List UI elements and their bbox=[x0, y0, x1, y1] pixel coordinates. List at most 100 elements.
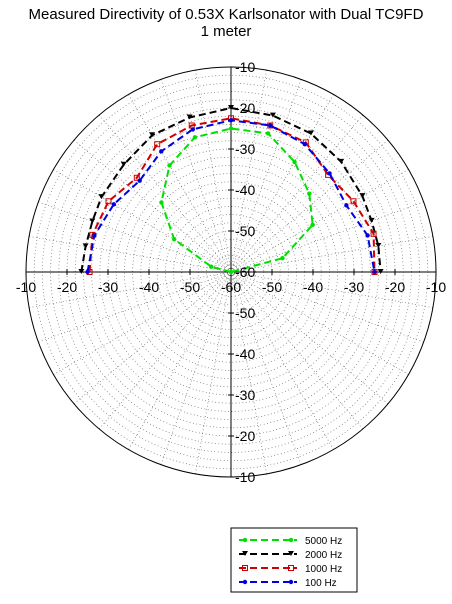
data-point-5000-hz bbox=[208, 264, 214, 269]
legend-marker-2000-hz bbox=[288, 551, 294, 556]
legend-label-5000-hz: 5000 Hz bbox=[305, 536, 342, 547]
grid-spoke bbox=[29, 236, 232, 273]
tick-label-left: -10 bbox=[16, 279, 36, 295]
tick-label-down: -40 bbox=[235, 346, 255, 362]
data-point-5000-hz bbox=[192, 135, 198, 140]
series-1000-hz bbox=[86, 115, 378, 275]
grid-spoke bbox=[29, 271, 232, 308]
series-line-2000-hz bbox=[80, 106, 382, 273]
series-line-1000-hz bbox=[88, 117, 376, 273]
grid-spoke bbox=[230, 271, 334, 450]
grid-spoke bbox=[230, 169, 409, 273]
series-100-hz bbox=[85, 118, 377, 275]
data-point-2000-hz bbox=[359, 193, 366, 199]
data-point-2000-hz bbox=[82, 243, 89, 249]
legend-marker-5000-hz bbox=[242, 537, 248, 543]
grid-spoke bbox=[230, 271, 424, 343]
data-point-100-hz bbox=[85, 269, 90, 275]
tick-label-down: -30 bbox=[235, 387, 255, 403]
grid-spoke bbox=[160, 79, 232, 273]
chart-title: Measured Directivity of 0.53X Karlsonato… bbox=[0, 6, 452, 40]
data-point-100-hz bbox=[190, 127, 195, 132]
grid-spoke bbox=[230, 271, 409, 375]
data-point-1000-hz bbox=[350, 198, 357, 205]
tick-label-left: -30 bbox=[98, 279, 118, 295]
data-point-100-hz bbox=[159, 149, 164, 154]
legend-marker-2000-hz bbox=[242, 551, 248, 556]
data-point-5000-hz bbox=[228, 269, 234, 275]
tick-label-down: -10 bbox=[235, 469, 255, 485]
grid-spoke bbox=[230, 271, 302, 465]
data-point-2000-hz bbox=[338, 158, 345, 164]
data-point-2000-hz bbox=[149, 132, 156, 138]
tick-label-right: -10 bbox=[426, 279, 446, 295]
tick-label-up: -30 bbox=[235, 141, 255, 157]
tick-label-right: -50 bbox=[262, 279, 282, 295]
grid-spoke bbox=[230, 236, 433, 273]
tick-label-up: -10 bbox=[235, 59, 255, 75]
data-point-100-hz bbox=[268, 123, 273, 128]
data-point-2000-hz bbox=[269, 112, 276, 118]
grid-spoke bbox=[73, 271, 232, 405]
data-point-100-hz bbox=[137, 178, 142, 183]
series-2000-hz bbox=[78, 105, 384, 274]
tick-label-center: -60 bbox=[221, 279, 241, 295]
legend-marker-1000-hz bbox=[288, 565, 294, 571]
data-point-2000-hz bbox=[120, 161, 127, 167]
grid-spoke bbox=[98, 271, 232, 430]
grid-spoke bbox=[230, 271, 389, 405]
tick-label-down: -50 bbox=[235, 305, 255, 321]
data-point-5000-hz bbox=[159, 200, 164, 205]
grid-spoke bbox=[230, 70, 267, 273]
data-point-2000-hz bbox=[228, 105, 234, 110]
grid-spoke bbox=[38, 271, 232, 343]
data-point-100-hz bbox=[372, 269, 377, 275]
grid-spoke bbox=[230, 271, 433, 308]
legend-marker-1000-hz bbox=[242, 565, 248, 571]
grid-spoke bbox=[128, 94, 232, 273]
grid-spoke bbox=[230, 271, 364, 430]
data-point-100-hz bbox=[365, 233, 370, 238]
data-point-5000-hz bbox=[171, 237, 177, 242]
data-point-1000-hz bbox=[371, 269, 378, 275]
legend-label-100-hz: 100 Hz bbox=[305, 578, 337, 589]
data-point-2000-hz bbox=[368, 217, 375, 223]
data-point-5000-hz bbox=[292, 159, 297, 165]
data-point-1000-hz bbox=[370, 230, 377, 237]
tick-labels: -10 -20 -30 -40 -50 -60 -50 -40 -30 -20 -10 -10 -20 -… bbox=[16, 59, 446, 485]
data-point-2000-hz bbox=[89, 218, 96, 224]
grid-spoke bbox=[230, 201, 424, 273]
tick-label-up: -60 bbox=[235, 264, 255, 280]
data-point-5000-hz bbox=[265, 131, 271, 136]
tick-label-up: -40 bbox=[235, 182, 255, 198]
grid-spoke bbox=[128, 271, 232, 450]
data-point-100-hz bbox=[327, 171, 332, 176]
chart-subtitle: 1 meter bbox=[200, 23, 252, 40]
tick-label-left: -50 bbox=[180, 279, 200, 295]
grid-spoke bbox=[230, 271, 267, 474]
grid-spoke bbox=[230, 94, 334, 273]
data-point-1000-hz bbox=[267, 122, 274, 129]
grid-spoke bbox=[53, 271, 232, 375]
tick-label-up: -50 bbox=[235, 223, 255, 239]
chart-title-line1: Measured Directivity of 0.53X Karlsonato… bbox=[28, 6, 424, 23]
data-point-100-hz bbox=[344, 203, 349, 208]
data-point-100-hz bbox=[92, 233, 97, 238]
data-point-2000-hz bbox=[307, 130, 314, 136]
grid-spoke bbox=[195, 271, 232, 474]
data-point-5000-hz bbox=[228, 126, 234, 131]
data-point-2000-hz bbox=[377, 269, 384, 274]
grid-spoke bbox=[98, 114, 232, 273]
legend-marker-100-hz bbox=[288, 579, 294, 585]
data-series bbox=[78, 105, 384, 275]
data-point-5000-hz bbox=[167, 163, 172, 168]
data-point-5000-hz bbox=[280, 256, 285, 261]
data-point-100-hz bbox=[302, 141, 307, 147]
tick-label-right: -20 bbox=[385, 279, 405, 295]
grid-spoke bbox=[73, 139, 232, 273]
data-point-1000-hz bbox=[105, 198, 112, 205]
legend-label-1000-hz: 1000 Hz bbox=[305, 564, 342, 575]
grid-spoke bbox=[230, 139, 389, 273]
tick-label-up: -20 bbox=[235, 100, 255, 116]
